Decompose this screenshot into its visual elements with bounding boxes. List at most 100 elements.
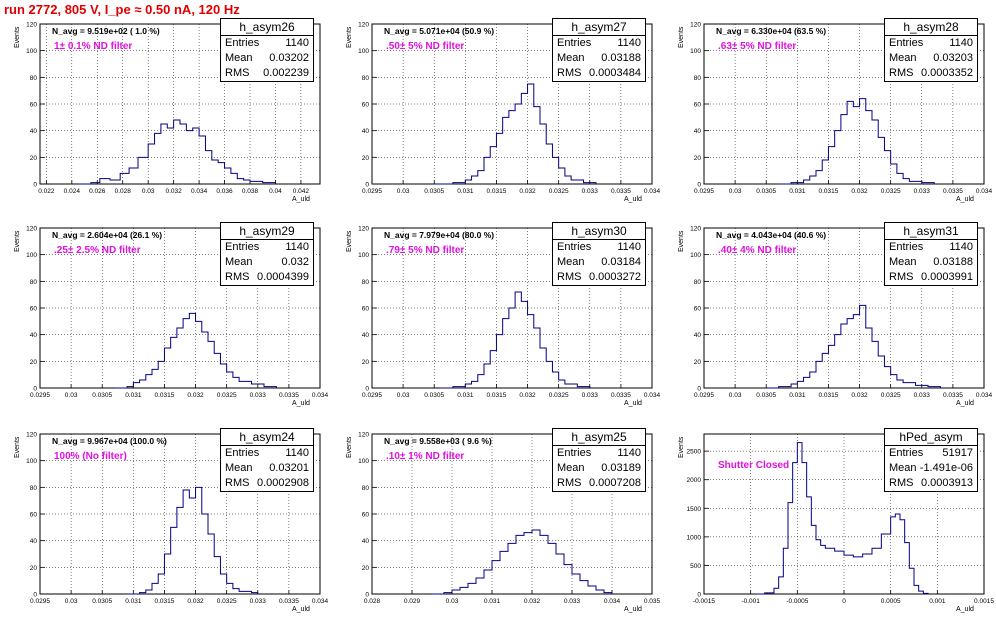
x-tick-label: 0.03 [397, 188, 410, 195]
y-axis-label: Events [346, 26, 353, 48]
stats-row-entries: Entries 1140 [885, 36, 977, 51]
x-tick-label: 0.033 [564, 598, 581, 605]
stats-row-entries: Entries 1140 [221, 240, 313, 255]
y-tick-label: 60 [694, 102, 702, 109]
stats-title: h_asym27 [553, 19, 645, 36]
stats-key: Entries [557, 447, 592, 459]
stats-key: Mean [889, 256, 917, 268]
stats-key: Mean [225, 462, 253, 474]
x-tick-label: 0.031 [484, 598, 501, 605]
histogram-plot: 0.022 0.024 0.026 0.028 0.03 0.032 0.034 0.036 0… [26, 22, 321, 195]
x-tick-label: -0.0005 [786, 598, 808, 605]
y-tick-label: 40 [30, 332, 38, 339]
stats-value: 1140 [285, 447, 309, 459]
x-tick-label: 0.026 [89, 188, 106, 195]
x-tick-label: 0.033 [914, 188, 931, 195]
y-tick-label: 20 [694, 155, 702, 162]
stats-box: h_asym27 Entries 1140 Mean 0.03188 RMS 0.00034… [552, 18, 646, 82]
y-axis-label: Events [346, 436, 353, 458]
histogram-series-line [755, 442, 929, 595]
x-tick-label: 0.0305 [756, 392, 776, 399]
histogram-pad-h_asym26: 0.022 0.024 0.026 0.028 0.03 0.032 0.034 0.036 0… [0, 18, 332, 210]
y-tick-label: 0 [697, 182, 701, 189]
stats-value: 0.0004399 [257, 271, 309, 283]
filter-annotation: .10± 1% ND filter [386, 451, 465, 462]
stats-key: Entries [889, 447, 924, 459]
stats-row-mean: Mean 0.03202 [221, 51, 313, 66]
stats-key: Entries [557, 37, 592, 49]
x-tick-label: 0.028 [115, 188, 132, 195]
x-tick-label: 0.0335 [611, 188, 631, 195]
x-tick-label: 0.032 [187, 598, 204, 605]
x-tick-label: 0.0335 [611, 392, 631, 399]
histogram-series-line [127, 486, 259, 595]
navg-annotation: N_avg = 6.330e+04 (63.5 %) [716, 26, 827, 36]
stats-key: Entries [889, 241, 924, 253]
y-tick-label: 1500 [687, 506, 702, 513]
stats-row-rms: RMS 0.0003272 [553, 270, 645, 285]
y-tick-label: 120 [358, 432, 369, 439]
x-tick-label: 0.034 [312, 598, 329, 605]
stats-row-rms: RMS 0.0002908 [221, 476, 313, 491]
stats-key: RMS [889, 477, 914, 489]
stats-value: 0.03203 [933, 52, 973, 64]
x-tick-label: 0.032 [519, 188, 536, 195]
y-tick-label: 60 [362, 306, 370, 313]
stats-title: h_asym28 [885, 19, 977, 36]
histogram-pad-h_asym31: 0.0295 0.03 0.0305 0.031 0.0315 0.032 0.0325 0.… [664, 222, 996, 414]
y-tick-label: 100 [26, 252, 37, 259]
filter-annotation: 100% (No filter) [54, 451, 127, 462]
x-tick-label: 0.042 [293, 188, 310, 195]
y-tick-label: 60 [362, 102, 370, 109]
x-tick-label: 0.033 [582, 188, 599, 195]
histogram-pad-h_asym28: 0.0295 0.03 0.0305 0.031 0.0315 0.032 0.0325 0.… [664, 18, 996, 210]
stats-row-entries: Entries 1140 [553, 240, 645, 255]
stats-value: 0.0003913 [921, 477, 973, 489]
y-tick-label: 80 [694, 279, 702, 286]
x-tick-label: 0.034 [976, 188, 993, 195]
stats-value: 1140 [617, 37, 641, 49]
stats-box: h_asym30 Entries 1140 Mean 0.03184 RMS 0.00032… [552, 222, 646, 286]
x-tick-label: 0.034 [312, 392, 329, 399]
navg-annotation: N_avg = 2.604e+04 (26.1 %) [52, 230, 163, 240]
x-tick-label: 0.001 [929, 598, 946, 605]
x-axis-label: A_uld [292, 196, 310, 203]
x-tick-label: 0.03 [729, 188, 742, 195]
navg-annotation: N_avg = 9.558e+03 ( 9.6 %) [384, 436, 492, 446]
filter-annotation: .50± 5% ND filter [386, 41, 465, 52]
stats-title: h_asym31 [885, 223, 977, 240]
navg-annotation: N_avg = 9.519e+02 ( 1.0 %) [52, 26, 160, 36]
y-tick-label: 100 [690, 252, 701, 259]
y-tick-label: 100 [358, 458, 369, 465]
stats-value: 0.03202 [269, 52, 309, 64]
stats-row-mean: Mean 0.03188 [885, 255, 977, 270]
x-tick-label: 0.034 [191, 188, 208, 195]
stats-row-mean: Mean 0.03201 [221, 461, 313, 476]
stats-row-rms: RMS 0.0007208 [553, 476, 645, 491]
y-tick-label: 80 [30, 75, 38, 82]
y-tick-label: 40 [30, 128, 38, 135]
y-axis-label: Events [678, 436, 685, 458]
x-tick-label: 0.03 [397, 392, 410, 399]
stats-box: h_asym26 Entries 1140 Mean 0.03202 RMS 0.00223… [220, 18, 314, 82]
y-axis-label: Events [14, 26, 21, 48]
x-tick-label: 0.033 [250, 598, 267, 605]
stats-row-entries: Entries 1140 [553, 446, 645, 461]
x-tick-label: 0.033 [250, 392, 267, 399]
x-axis-label: A_uld [624, 606, 642, 613]
histogram-plot: 0.028 0.029 0.03 0.031 0.032 0.033 0.034 0.035 0… [358, 432, 660, 606]
x-tick-label: 0.0305 [92, 598, 112, 605]
y-tick-label: 0 [697, 592, 701, 599]
stats-key: Entries [225, 447, 260, 459]
stats-value: 0.002239 [263, 67, 309, 79]
histogram-series-line [766, 304, 941, 389]
x-tick-label: 0.0315 [818, 392, 838, 399]
stats-key: RMS [225, 271, 250, 283]
x-tick-label: 0.034 [604, 598, 621, 605]
x-tick-label: 0.0335 [943, 188, 963, 195]
x-axis-label: A_uld [956, 196, 974, 203]
y-tick-label: 80 [30, 485, 38, 492]
x-tick-label: 0.031 [457, 392, 474, 399]
x-tick-label: 0.0295 [362, 392, 382, 399]
x-tick-label: 0.029 [404, 598, 421, 605]
